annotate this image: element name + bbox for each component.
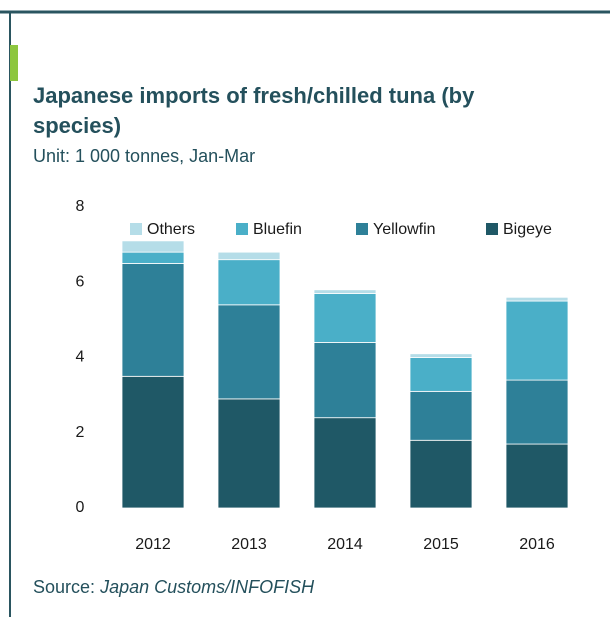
bar-segment [313, 293, 377, 343]
legend-swatch [356, 223, 368, 235]
bar-segment [313, 289, 377, 294]
source-text: Japan Customs/INFOFISH [99, 577, 315, 597]
bar-segment [505, 443, 569, 509]
bar-segment [121, 263, 185, 377]
bar-segment [217, 304, 281, 400]
bar-segment [217, 251, 281, 261]
accent [10, 45, 18, 81]
legend-label: Bigeye [503, 221, 552, 238]
x-tick-label: 2015 [423, 536, 459, 553]
bar-segment [121, 240, 185, 253]
x-tick-label: 2016 [519, 536, 555, 553]
legend-swatch [130, 223, 142, 235]
bar-segment [217, 398, 281, 509]
legend-label: Bluefin [253, 221, 302, 238]
legend-swatch [236, 223, 248, 235]
source-label: Source: [33, 577, 95, 597]
x-tick-label: 2013 [231, 536, 267, 553]
bar-segment [121, 375, 185, 509]
bar-segment [217, 259, 281, 306]
legend-label: Yellowfin [373, 221, 436, 238]
bar-segment [409, 353, 473, 358]
bar-segment [505, 300, 569, 381]
bar-segment [121, 251, 185, 264]
bar-segment [313, 342, 377, 419]
y-tick-label: 0 [76, 499, 85, 516]
bar-segment [409, 357, 473, 392]
x-tick-label: 2014 [327, 536, 363, 553]
source: Source: Japan Customs/INFOFISH [33, 577, 315, 597]
legend-label: Others [147, 221, 195, 238]
y-tick-label: 2 [76, 424, 85, 441]
bar-segment [505, 296, 569, 302]
subtitle: Unit: 1 000 tonnes, Jan-Mar [33, 146, 255, 166]
chart-title: species) [33, 113, 121, 138]
bar-segment [409, 390, 473, 441]
y-tick-label: 4 [76, 349, 85, 366]
y-tick-label: 6 [76, 273, 85, 290]
x-tick-label: 2012 [135, 536, 171, 553]
chart-title: Japanese imports of fresh/chilled tuna (… [33, 83, 475, 108]
bar-segment [505, 379, 569, 445]
y-tick-label: 8 [76, 198, 85, 215]
bar-segment [313, 417, 377, 509]
bar-segment [409, 439, 473, 509]
legend-swatch [486, 223, 498, 235]
